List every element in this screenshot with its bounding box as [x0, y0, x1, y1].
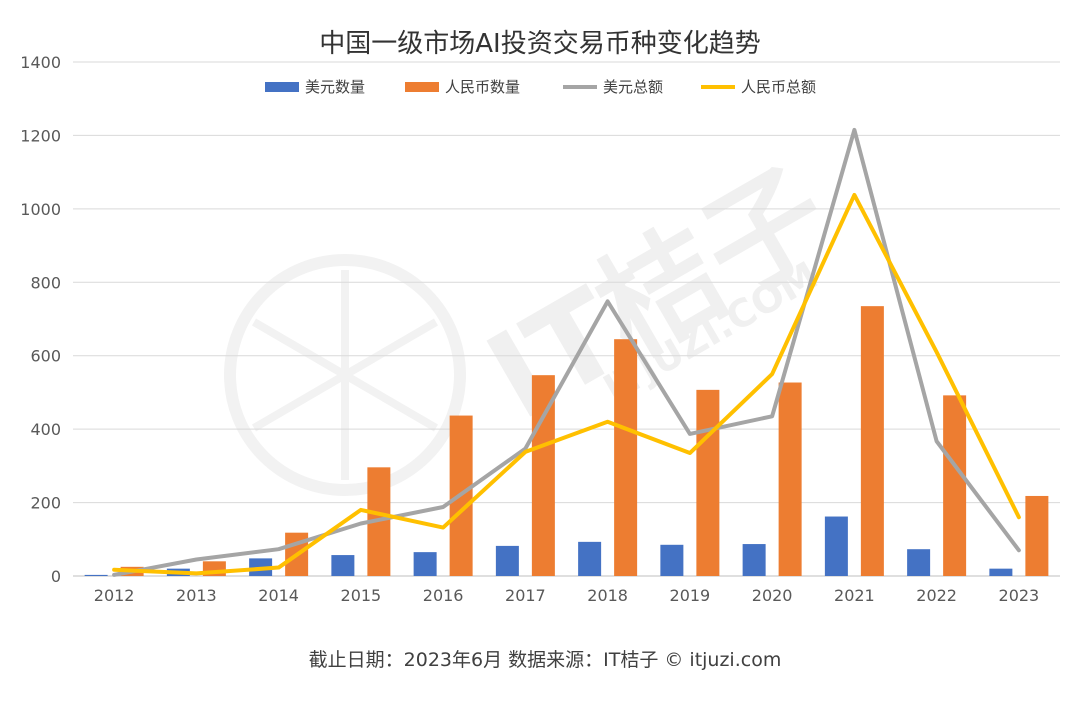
- x-tick-label: 2023: [999, 586, 1040, 605]
- bar-美元数量-2015: [331, 555, 355, 576]
- watermark-orange-segments: [251, 270, 439, 480]
- x-tick-label: 2014: [258, 586, 299, 605]
- bar-美元数量-2012: [84, 574, 108, 576]
- x-tick-label: 2019: [670, 586, 711, 605]
- y-tick-label: 1400: [20, 53, 61, 72]
- y-axis-ticks: 0 200 400 600 800 1000 1200 1400: [20, 53, 61, 586]
- legend-swatch-美元数量: [265, 82, 299, 92]
- y-tick-label: 400: [30, 420, 61, 439]
- bar-人民币数量-2018: [614, 339, 638, 576]
- y-tick-label: 600: [30, 347, 61, 366]
- x-tick-label: 2015: [341, 586, 382, 605]
- y-tick-label: 200: [30, 494, 61, 513]
- bar-人民币数量-2021: [860, 306, 884, 576]
- x-tick-label: 2020: [752, 586, 793, 605]
- legend-label: 美元数量: [305, 78, 365, 96]
- chart-title: 中国一级市场AI投资交易币种变化趋势: [319, 29, 760, 59]
- y-tick-label: 1200: [20, 126, 61, 145]
- grid-lines: [73, 61, 1060, 504]
- legend-label: 美元总额: [603, 78, 663, 96]
- x-tick-label: 2018: [587, 586, 628, 605]
- legend-label: 人民币总额: [741, 78, 816, 96]
- bar-美元数量-2019: [660, 544, 684, 576]
- footer-source-text: 截止日期：2023年6月 数据来源：IT桔子 © itjuzi.com: [309, 649, 782, 671]
- bar-美元数量-2016: [413, 552, 437, 576]
- line-美元总额: [112, 127, 1021, 577]
- bar-美元数量-2020: [742, 544, 766, 576]
- x-tick-label: 2013: [176, 586, 217, 605]
- bar-美元数量-2021: [824, 516, 848, 576]
- legend-label: 人民币数量: [445, 78, 520, 96]
- bar-美元数量-2017: [495, 545, 519, 576]
- y-tick-label: 0: [51, 567, 61, 586]
- bar-美元数量-2018: [578, 541, 602, 576]
- line-人民币总额: [112, 192, 1021, 576]
- y-tick-label: 800: [30, 273, 61, 292]
- line-series-group: [112, 127, 1021, 577]
- legend-swatch-人民币数量: [405, 82, 439, 92]
- bar-美元数量-2023: [989, 568, 1013, 576]
- watermark-orange-icon: [224, 254, 466, 496]
- bar-人民币数量-2023: [1025, 495, 1049, 576]
- x-tick-label: 2016: [423, 586, 464, 605]
- x-tick-label: 2022: [916, 586, 957, 605]
- bar-人民币数量-2022: [943, 395, 967, 576]
- y-tick-label: 1000: [20, 200, 61, 219]
- bar-美元数量-2022: [907, 549, 931, 576]
- x-axis-ticks: 2012 2013 2014 2015 2016 2017 2018 2019 2020 2021…: [94, 586, 1039, 605]
- x-tick-label: 2012: [94, 586, 135, 605]
- legend: 美元数量 人民币数量 美元总额 人民币总额: [265, 78, 816, 96]
- bar-人民币数量-2019: [696, 389, 720, 576]
- x-tick-label: 2021: [834, 586, 875, 605]
- x-tick-label: 2017: [505, 586, 546, 605]
- bar-人民币数量-2020: [778, 382, 802, 576]
